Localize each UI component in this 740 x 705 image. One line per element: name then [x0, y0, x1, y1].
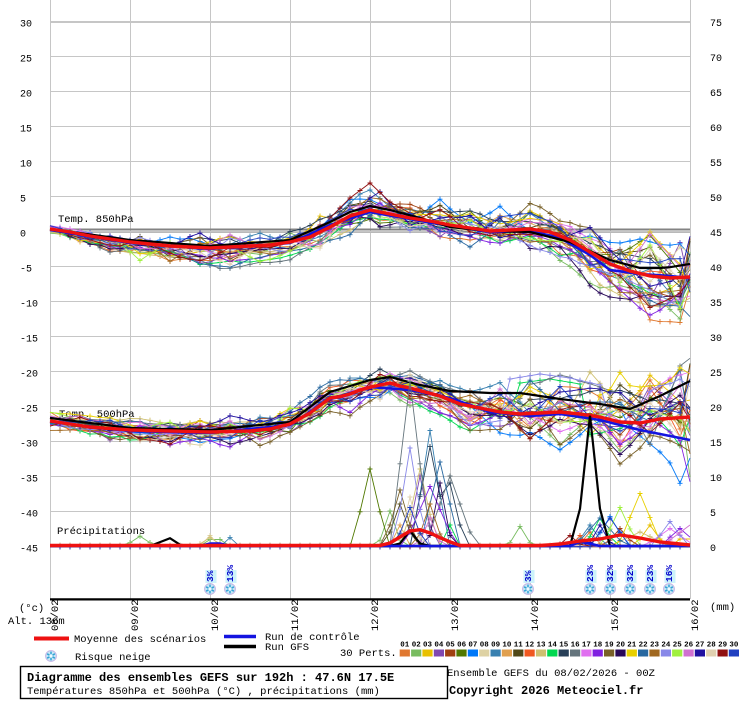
svg-text:14/02: 14/02	[530, 599, 542, 631]
svg-text:15: 15	[20, 125, 32, 136]
svg-text:12: 12	[525, 642, 535, 650]
svg-text:08/02: 08/02	[50, 599, 62, 631]
svg-text:-5: -5	[20, 265, 32, 276]
svg-text:13: 13	[536, 642, 546, 650]
svg-text:27: 27	[695, 642, 704, 650]
svg-text:Moyenne des scénarios: Moyenne des scénarios	[74, 634, 206, 646]
svg-text:28: 28	[707, 642, 717, 650]
svg-text:12/02: 12/02	[370, 599, 382, 631]
svg-text:-30: -30	[20, 440, 38, 451]
svg-text:32%: 32%	[625, 565, 636, 582]
svg-text:0: 0	[20, 230, 26, 241]
svg-text:Ensemble GEFS du 08/02/2026 -: Ensemble GEFS du 08/02/2026 - 00Z	[447, 668, 655, 680]
svg-text:15/02: 15/02	[610, 599, 622, 631]
svg-text:-10: -10	[20, 300, 38, 311]
svg-text:14: 14	[548, 642, 558, 650]
svg-text:Risque neige: Risque neige	[75, 652, 151, 664]
svg-text:11/02: 11/02	[290, 599, 302, 631]
svg-text:21: 21	[627, 642, 637, 650]
svg-text:0: 0	[710, 544, 716, 555]
svg-text:Alt. 136m: Alt. 136m	[8, 616, 65, 628]
svg-text:Précipitations: Précipitations	[57, 526, 145, 538]
svg-text:10: 10	[710, 474, 722, 485]
svg-text:-15: -15	[20, 335, 38, 346]
svg-text:-25: -25	[20, 405, 38, 416]
svg-text:23%: 23%	[645, 565, 656, 582]
svg-text:16%: 16%	[664, 565, 675, 582]
svg-text:35: 35	[710, 299, 722, 310]
svg-text:40: 40	[710, 264, 722, 275]
svg-text:10: 10	[502, 642, 512, 650]
svg-text:32%: 32%	[605, 565, 616, 582]
svg-text:01: 01	[400, 642, 410, 650]
svg-text:(mm): (mm)	[710, 602, 735, 614]
svg-text:16: 16	[571, 642, 581, 650]
svg-text:24: 24	[661, 642, 671, 650]
svg-text:Températures 850hPa et 500hPa: Températures 850hPa et 500hPa (°C) , pré…	[27, 686, 380, 698]
svg-text:09/02: 09/02	[130, 599, 142, 631]
svg-text:10: 10	[20, 160, 32, 171]
svg-text:19: 19	[605, 642, 615, 650]
svg-text:(°c): (°c)	[19, 603, 44, 615]
svg-text:29: 29	[718, 642, 728, 650]
svg-text:Temp. 850hPa: Temp. 850hPa	[58, 214, 134, 226]
svg-text:30 Perts.: 30 Perts.	[340, 648, 397, 660]
svg-text:5: 5	[20, 195, 26, 206]
svg-text:25: 25	[20, 55, 32, 66]
svg-text:65: 65	[710, 89, 722, 100]
svg-text:04: 04	[434, 642, 444, 650]
svg-text:3%: 3%	[523, 570, 534, 582]
svg-text:30: 30	[20, 20, 32, 31]
svg-text:23%: 23%	[585, 565, 596, 582]
svg-text:22: 22	[639, 642, 649, 650]
svg-text:17: 17	[582, 642, 591, 650]
svg-text:70: 70	[710, 54, 722, 65]
svg-text:30: 30	[710, 334, 722, 345]
svg-text:26: 26	[684, 642, 694, 650]
svg-text:3%: 3%	[205, 570, 216, 582]
svg-text:20: 20	[616, 642, 626, 650]
svg-text:Diagramme des ensembles GEFS s: Diagramme des ensembles GEFS sur 192h : …	[27, 671, 394, 685]
svg-text:13%: 13%	[225, 565, 236, 582]
svg-text:25: 25	[673, 642, 683, 650]
svg-text:10/02: 10/02	[210, 599, 222, 631]
svg-text:09: 09	[491, 642, 501, 650]
svg-text:45: 45	[710, 229, 722, 240]
svg-text:07: 07	[468, 642, 477, 650]
svg-text:02: 02	[412, 642, 422, 650]
svg-text:Run GFS: Run GFS	[265, 642, 309, 654]
svg-text:08: 08	[480, 642, 490, 650]
svg-text:20: 20	[710, 404, 722, 415]
svg-text:15: 15	[559, 642, 569, 650]
svg-text:-40: -40	[20, 510, 38, 521]
svg-text:60: 60	[710, 124, 722, 135]
svg-text:06: 06	[457, 642, 467, 650]
svg-text:05: 05	[446, 642, 456, 650]
svg-text:50: 50	[710, 194, 722, 205]
svg-text:-45: -45	[20, 545, 38, 556]
svg-text:18: 18	[593, 642, 603, 650]
svg-text:Copyright 2026 Meteociel.fr: Copyright 2026 Meteociel.fr	[449, 684, 643, 698]
svg-text:15: 15	[710, 439, 722, 450]
svg-text:11: 11	[514, 642, 524, 650]
svg-text:03: 03	[423, 642, 433, 650]
svg-text:23: 23	[650, 642, 660, 650]
svg-text:Run de contrôle: Run de contrôle	[265, 632, 360, 644]
svg-text:55: 55	[710, 159, 722, 170]
svg-text:13/02: 13/02	[450, 599, 462, 631]
svg-text:25: 25	[710, 369, 722, 380]
svg-text:75: 75	[710, 19, 722, 30]
svg-text:16/02: 16/02	[690, 599, 702, 631]
svg-text:30: 30	[729, 642, 739, 650]
svg-text:5: 5	[710, 509, 716, 520]
svg-text:-35: -35	[20, 475, 38, 486]
svg-text:20: 20	[20, 90, 32, 101]
svg-text:-20: -20	[20, 370, 38, 381]
